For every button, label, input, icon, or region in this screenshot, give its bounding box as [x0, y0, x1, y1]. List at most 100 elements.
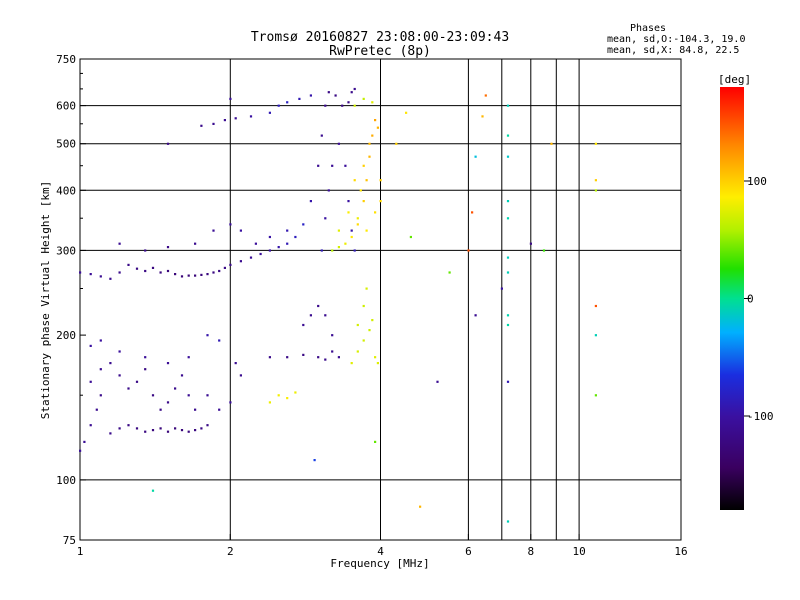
data-point [286, 397, 289, 400]
data-point [249, 256, 253, 259]
data-point [229, 97, 232, 100]
colorbar-label: [deg] [718, 73, 751, 86]
data-point [506, 256, 510, 259]
y-tick-label: 200 [56, 329, 76, 342]
data-point [212, 229, 215, 232]
data-point [365, 179, 368, 182]
data-point [194, 242, 197, 245]
data-point [206, 273, 209, 276]
data-point [347, 101, 350, 104]
data-point [180, 275, 184, 278]
data-point [371, 101, 374, 104]
data-point [144, 356, 147, 359]
data-point [376, 126, 379, 129]
data-point [239, 229, 242, 232]
data-point [353, 104, 356, 107]
data-point [298, 97, 301, 100]
data-point [506, 155, 510, 158]
data-point [324, 314, 327, 317]
data-point [212, 122, 215, 125]
data-point [356, 217, 359, 220]
data-point [268, 235, 271, 239]
data-point [337, 142, 340, 145]
data-point [99, 368, 102, 371]
x-axis-label: Frequency [MHz] [330, 557, 429, 570]
data-point [223, 119, 226, 122]
data-point [151, 489, 155, 492]
data-point [317, 356, 320, 359]
data-point [286, 356, 289, 359]
data-point [218, 339, 221, 342]
data-point [359, 189, 362, 192]
data-point [376, 362, 379, 365]
data-point [337, 246, 340, 249]
data-point [206, 424, 209, 427]
data-point [506, 520, 510, 523]
data-point [118, 271, 121, 274]
x-tick-label: 6 [465, 545, 472, 558]
data-point [79, 449, 82, 452]
data-point [127, 424, 130, 427]
data-point [379, 200, 382, 203]
data-point [317, 304, 320, 308]
data-point [151, 394, 155, 397]
data-point [268, 401, 271, 404]
data-point [166, 430, 170, 433]
data-point [353, 179, 356, 182]
data-point [317, 164, 320, 167]
data-point [327, 91, 330, 94]
data-point [218, 408, 221, 411]
phases-o-stats: mean, sd,O:-104.3, 19.0 [607, 34, 745, 45]
data-point [542, 249, 546, 252]
data-point [320, 134, 323, 137]
data-point [229, 401, 232, 404]
data-point [144, 269, 147, 273]
data-point [187, 430, 190, 433]
data-point [474, 155, 477, 158]
data-point [249, 115, 253, 118]
data-point [506, 200, 510, 203]
data-point [368, 329, 371, 332]
data-point [356, 223, 359, 226]
y-tick-label: 100 [56, 474, 76, 487]
data-point [302, 353, 305, 356]
data-point [365, 229, 368, 232]
data-point [337, 356, 340, 359]
data-point [166, 362, 170, 365]
data-point [254, 242, 257, 245]
data-point [174, 273, 177, 276]
y-tick-label: 400 [56, 184, 76, 197]
x-tick-label: 1 [77, 545, 84, 558]
data-point [212, 271, 215, 274]
x-tick-label: 16 [674, 545, 687, 558]
data-point [344, 164, 347, 167]
axis-ticks: 1 2 4 6 8 10 16 75 100 200 300 400 500 600 750 [56, 53, 688, 558]
data-point [506, 104, 510, 107]
x-tick-label: 4 [377, 545, 384, 558]
data-point [337, 229, 340, 232]
data-point [144, 249, 147, 252]
data-point [405, 111, 408, 114]
data-point [350, 229, 353, 232]
data-point [331, 350, 334, 353]
y-tick-label: 500 [56, 138, 76, 151]
data-point [174, 387, 177, 390]
data-point [594, 334, 597, 337]
data-point [166, 246, 170, 249]
data-point [277, 246, 280, 249]
data-point [309, 314, 312, 317]
data-point [506, 271, 510, 274]
data-point [371, 319, 374, 322]
data-point [118, 350, 121, 353]
data-point [89, 273, 92, 276]
y-tick-label: 300 [56, 244, 76, 257]
data-point [239, 260, 242, 263]
data-point [529, 242, 532, 245]
data-point [294, 391, 297, 394]
data-point [309, 200, 312, 203]
data-point [419, 505, 422, 508]
data-point [371, 134, 374, 137]
data-point [365, 287, 368, 290]
data-point [83, 440, 86, 443]
